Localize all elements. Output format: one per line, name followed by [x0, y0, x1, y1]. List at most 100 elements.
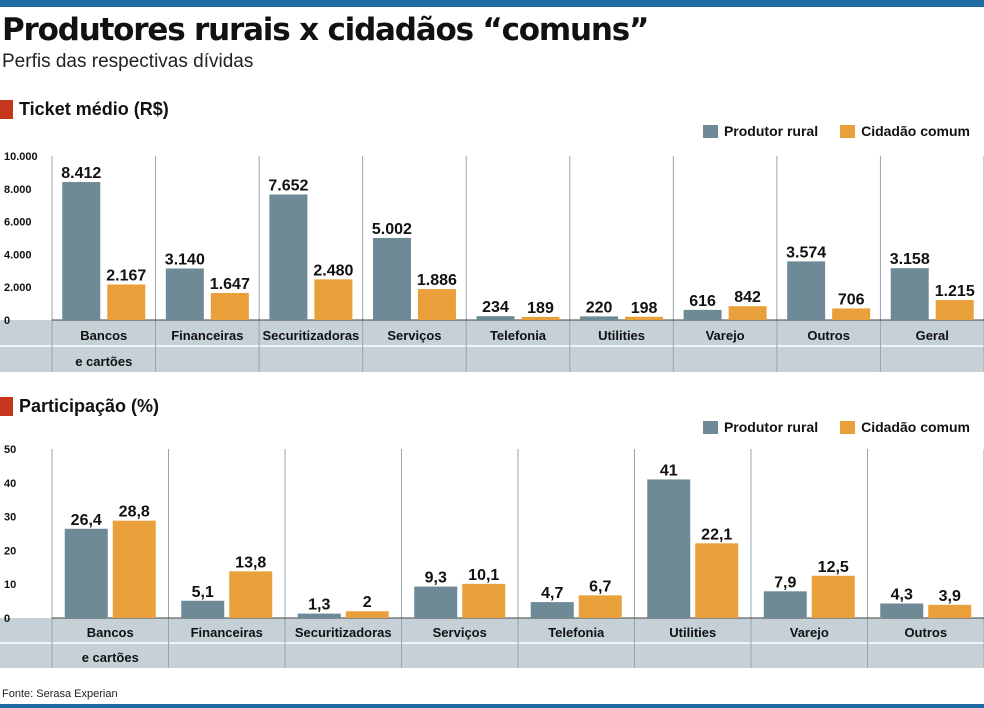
bar-cidadao	[695, 543, 739, 618]
data-label: 22,1	[701, 526, 732, 543]
ticket-medio-chart: 0 2.000 4.000 6.000 8.000 10.000 8.412 2.167 Ban…	[0, 151, 984, 372]
top-rule	[0, 0, 984, 7]
data-label: 3.140	[165, 252, 205, 269]
data-label: 12,5	[818, 559, 849, 576]
bar-cidadao	[314, 279, 353, 320]
category-label: Bancos	[80, 328, 127, 343]
category-sublabel: e cartões	[75, 354, 132, 369]
bar-produtor	[414, 586, 458, 618]
data-label: 8.412	[61, 165, 101, 182]
data-label: 3,9	[939, 588, 961, 605]
data-label: 2	[363, 594, 372, 611]
bar-produtor	[476, 316, 515, 320]
category-label: Telefonia	[548, 625, 605, 640]
bar-produtor	[297, 613, 341, 618]
page-title: Produtores rurais x cidadãos “comuns”	[2, 12, 649, 48]
category-label: Financeiras	[191, 625, 263, 640]
bar-cidadao	[210, 292, 249, 320]
bar-cidadao	[229, 571, 273, 618]
bar-cidadao	[928, 604, 972, 618]
y-tick-label: 2.000	[4, 282, 32, 294]
category-label: Utilities	[598, 328, 645, 343]
category-label: Securitizadoras	[262, 328, 359, 343]
legend-label-produtor: Produtor rural	[723, 419, 819, 435]
data-label: 3.158	[890, 251, 930, 268]
participacao-chart-title: Participação (%)	[19, 396, 160, 416]
section-marker	[0, 397, 13, 416]
bar-produtor	[580, 316, 619, 320]
bar-produtor	[64, 528, 108, 618]
y-tick-label: 40	[4, 478, 16, 490]
bar-cidadao	[832, 308, 871, 320]
category-label: Varejo	[790, 625, 829, 640]
category-label: Financeiras	[171, 328, 243, 343]
source-note: Fonte: Serasa Experian	[2, 688, 118, 700]
ticket-chart-title-row: Ticket médio (R$)	[0, 99, 169, 120]
y-tick-label: 20	[4, 545, 16, 557]
legend-label-cidadao: Cidadão comum	[861, 123, 970, 139]
data-label: 2.480	[313, 262, 353, 279]
data-label: 1.886	[417, 272, 457, 289]
category-label: Varejo	[706, 328, 745, 343]
legend-swatch-cidadao	[840, 420, 856, 434]
data-label: 10,1	[468, 567, 499, 584]
bar-cidadao	[811, 575, 855, 618]
legend-swatch-produtor	[702, 124, 718, 138]
bar-cidadao	[417, 289, 456, 320]
data-label: 1.647	[210, 276, 250, 293]
data-label: 9,3	[425, 570, 447, 587]
data-label: 2.167	[106, 267, 146, 284]
data-label: 1.215	[935, 283, 975, 300]
bar-cidadao	[935, 300, 974, 320]
data-label: 4,3	[891, 586, 913, 603]
data-label: 220	[586, 299, 613, 316]
y-tick-label: 10	[4, 579, 16, 591]
data-label: 198	[631, 300, 658, 317]
bar-cidadao	[462, 583, 506, 618]
legend-swatch-produtor	[702, 420, 718, 434]
bar-cidadao	[107, 284, 146, 320]
data-label: 189	[527, 300, 554, 317]
y-tick-label: 0	[4, 613, 10, 625]
y-tick-label: 0	[4, 315, 10, 327]
page-subtitle: Perfis das respectivas dívidas	[2, 51, 254, 72]
legend-item-produtor: Produtor rural	[702, 123, 818, 139]
bottom-rule	[0, 704, 984, 708]
category-label: Telefonia	[490, 328, 547, 343]
data-label: 616	[689, 293, 716, 310]
legend-label-cidadao: Cidadão comum	[861, 419, 970, 435]
bar-produtor	[62, 182, 101, 320]
y-tick-label: 8.000	[4, 184, 32, 196]
data-label: 3.574	[786, 244, 826, 261]
bar-produtor	[181, 600, 225, 618]
ticket-chart-title: Ticket médio (R$)	[19, 99, 169, 119]
legend-item-cidadao: Cidadão comum	[840, 123, 970, 139]
legend-swatch-cidadao	[840, 124, 856, 138]
data-label: 706	[838, 291, 865, 308]
category-label: Geral	[916, 328, 949, 343]
legend-item-cidadao: Cidadão comum	[840, 419, 970, 435]
category-label: Serviços	[433, 625, 487, 640]
bar-produtor	[530, 602, 574, 618]
bar-produtor	[763, 591, 807, 618]
data-label: 4,7	[541, 585, 563, 602]
bar-produtor	[683, 309, 722, 320]
data-label: 234	[482, 299, 509, 316]
category-label: Outros	[807, 328, 850, 343]
participacao-chart-title-row: Participação (%)	[0, 396, 159, 417]
data-label: 5.002	[372, 221, 412, 238]
participacao-legend: Produtor rural Cidadão comum	[702, 419, 970, 435]
data-label: 7,9	[774, 574, 796, 591]
section-marker	[0, 100, 13, 119]
category-label: Securitizadoras	[295, 625, 392, 640]
bar-cidadao	[578, 595, 622, 618]
y-tick-label: 50	[4, 444, 16, 456]
bar-produtor	[647, 479, 691, 618]
data-label: 1,3	[308, 597, 330, 614]
category-sublabel: e cartões	[82, 650, 139, 665]
ticket-legend: Produtor rural Cidadão comum	[702, 123, 970, 139]
bar-cidadao	[112, 520, 156, 618]
bar-cidadao	[521, 316, 560, 320]
data-label: 5,1	[192, 584, 214, 601]
bar-produtor	[165, 268, 204, 320]
